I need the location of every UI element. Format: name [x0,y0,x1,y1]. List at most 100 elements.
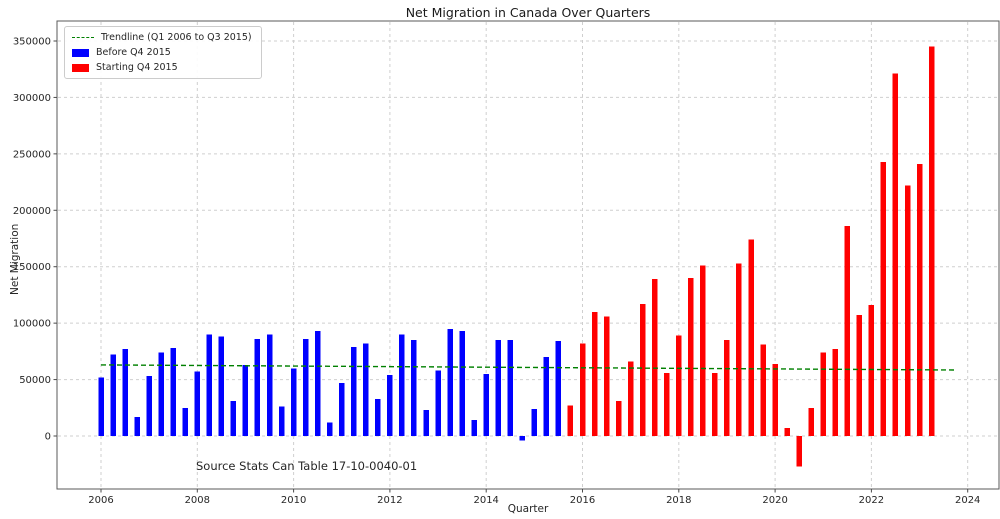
bar-2006-Q1 [98,377,104,436]
bar-2008-Q3 [218,336,225,436]
bar-2015-Q1 [531,408,538,436]
trendline-swatch-icon [72,37,94,38]
y-tick-label: 250000 [13,149,51,160]
bar-2008-Q2 [206,334,213,436]
trendline [100,364,956,371]
bar-2020-Q4 [808,407,814,436]
x-tick-label: 2018 [666,495,691,506]
bar-2013-Q3 [459,331,465,436]
legend-label-starting: Starting Q4 2015 [96,62,178,73]
x-tick-label: 2022 [859,495,884,506]
bar-2012-Q2 [399,334,405,436]
x-tick-label: 2024 [955,495,980,506]
bar-2012-Q4 [423,410,429,436]
y-tick-label: 350000 [13,37,51,48]
x-tick-label: 2006 [88,495,113,506]
bar-2009-Q2 [254,338,261,436]
bar-2023-Q1 [916,164,923,436]
legend: Trendline (Q1 2006 to Q3 2015) Before Q4… [64,26,262,79]
x-tick-label: 2014 [473,495,498,506]
x-tick-label: 2012 [377,495,402,506]
y-tick-label: 50000 [19,375,51,386]
y-tick-label: 150000 [13,262,51,273]
bar-2012-Q3 [411,340,417,436]
bar-2019-Q3 [748,239,754,436]
bar-2021-Q1 [820,352,826,436]
bar-2016-Q2 [591,311,598,436]
x-axis-label: Quarter [507,503,549,515]
bar-2021-Q2 [832,349,839,436]
plot-border [56,20,1000,490]
bar-2006-Q4 [134,416,140,436]
bar-2013-Q2 [447,328,453,436]
bar-2007-Q2 [158,352,164,436]
y-tick-label: 300000 [13,93,51,104]
bar-2009-Q4 [278,406,285,436]
bar-2018-Q3 [700,265,706,436]
y-tick-label: 0 [45,432,51,443]
bar-2015-Q3 [555,341,562,436]
bar-2009-Q1 [242,364,249,436]
bar-2016-Q1 [579,343,586,436]
bar-2010-Q2 [302,338,309,436]
legend-label-before: Before Q4 2015 [96,47,171,58]
bar-2010-Q1 [290,368,297,436]
bar-2014-Q3 [507,340,514,436]
bar-2022-Q2 [880,161,887,436]
bar-2010-Q3 [314,331,321,436]
bar-2006-Q3 [122,349,128,436]
bar-2017-Q4 [664,372,670,436]
blue-patch-icon [72,48,89,57]
bar-2013-Q1 [435,370,441,436]
bar-2012-Q1 [387,375,393,436]
bar-2018-Q2 [688,278,694,436]
bar-2013-Q4 [471,420,477,436]
bar-2021-Q4 [856,315,863,436]
x-tick-label: 2008 [185,495,210,506]
legend-label-trendline: Trendline (Q1 2006 to Q3 2015) [101,32,252,43]
bar-2020-Q1 [772,363,778,436]
bar-2014-Q1 [483,373,489,436]
bar-2023-Q2 [928,46,935,436]
bar-2021-Q3 [844,226,851,436]
bar-2007-Q4 [182,407,189,436]
bar-2006-Q2 [110,354,116,436]
bar-2015-Q4 [567,405,574,436]
x-tick-label: 2020 [762,495,787,506]
y-tick-label: 100000 [13,319,51,330]
bar-2011-Q2 [351,346,357,436]
bar-2019-Q1 [724,340,730,436]
bar-2009-Q3 [266,334,273,436]
bar-2007-Q3 [170,347,176,436]
bar-2008-Q4 [230,401,237,436]
bar-2010-Q4 [326,422,333,436]
bar-2016-Q3 [603,316,610,436]
bar-2014-Q2 [495,340,501,436]
x-tick-label: 2016 [570,495,595,506]
bar-2022-Q1 [868,305,875,436]
bar-2019-Q4 [760,344,766,436]
y-axis-label: Net Migration [9,223,21,295]
bar-2011-Q3 [363,343,369,436]
bar-2007-Q1 [146,376,152,436]
bar-2018-Q4 [712,372,718,436]
bar-2020-Q2 [784,428,790,436]
bar-2011-Q4 [375,398,381,436]
bar-2020-Q3 [796,436,802,467]
chart-title: Net Migration in Canada Over Quarters [405,5,651,20]
bar-2019-Q2 [736,263,742,436]
bar-2022-Q3 [892,73,899,436]
bar-2014-Q4 [519,436,526,441]
bar-2017-Q1 [627,361,634,436]
legend-item-before: Before Q4 2015 [72,47,252,58]
legend-item-starting: Starting Q4 2015 [72,62,252,73]
bar-2018-Q1 [676,335,682,436]
bar-2011-Q1 [339,382,345,436]
bar-2008-Q1 [194,371,201,436]
y-tick-label: 200000 [13,206,51,217]
legend-item-trendline: Trendline (Q1 2006 to Q3 2015) [72,32,252,43]
bar-2015-Q2 [543,357,550,436]
bar-2022-Q4 [904,185,911,436]
